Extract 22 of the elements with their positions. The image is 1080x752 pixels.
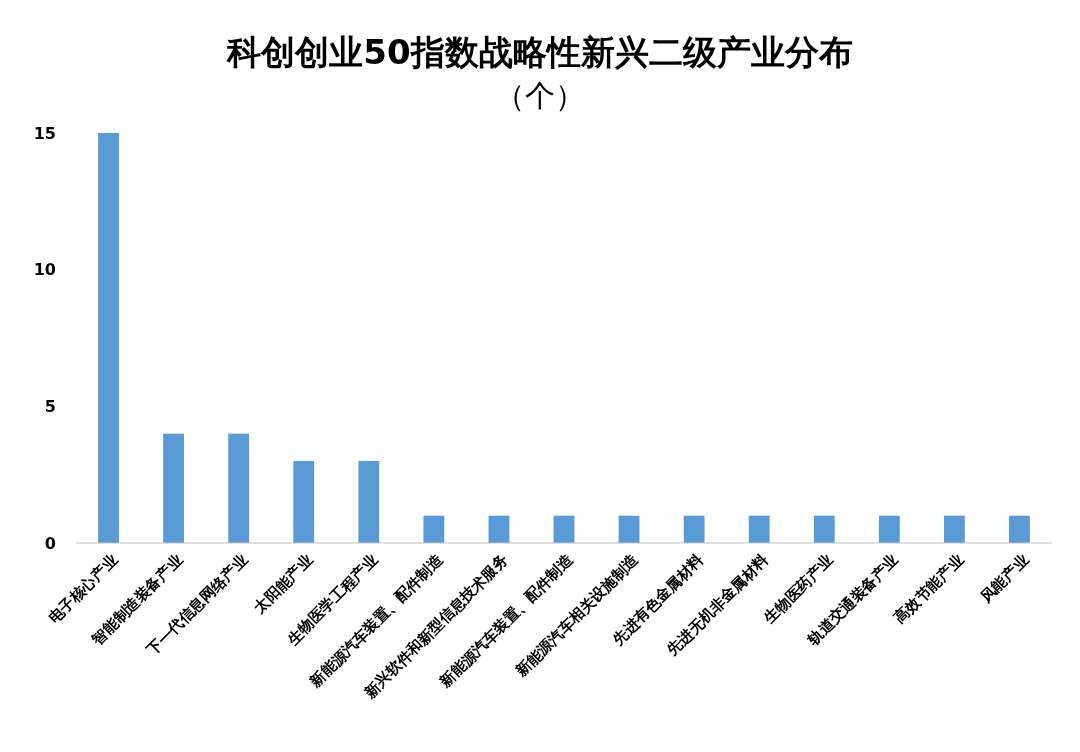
- y-tick-label: 0: [44, 533, 56, 553]
- bar: [358, 461, 380, 543]
- bar: [1009, 515, 1030, 543]
- bar: [813, 515, 835, 543]
- bar: [943, 515, 965, 543]
- bar: [488, 515, 510, 543]
- bar: [553, 515, 575, 543]
- chart-subtitle: （个）: [495, 78, 585, 113]
- bar: [683, 515, 705, 543]
- x-tick-label: 风能产业: [976, 550, 1033, 607]
- y-tick-label: 5: [44, 396, 56, 416]
- bar: [163, 433, 185, 543]
- bar: [748, 515, 770, 543]
- bar: [878, 515, 900, 543]
- chart-title: 科创创业50指数战略性新兴二级产业分布: [226, 32, 853, 72]
- bar: [423, 515, 445, 543]
- bar: [293, 461, 315, 543]
- bar: [98, 133, 119, 543]
- y-tick-label: 10: [33, 260, 56, 280]
- bar: [228, 433, 250, 543]
- y-tick-label: 15: [33, 123, 56, 143]
- bar: [618, 515, 640, 543]
